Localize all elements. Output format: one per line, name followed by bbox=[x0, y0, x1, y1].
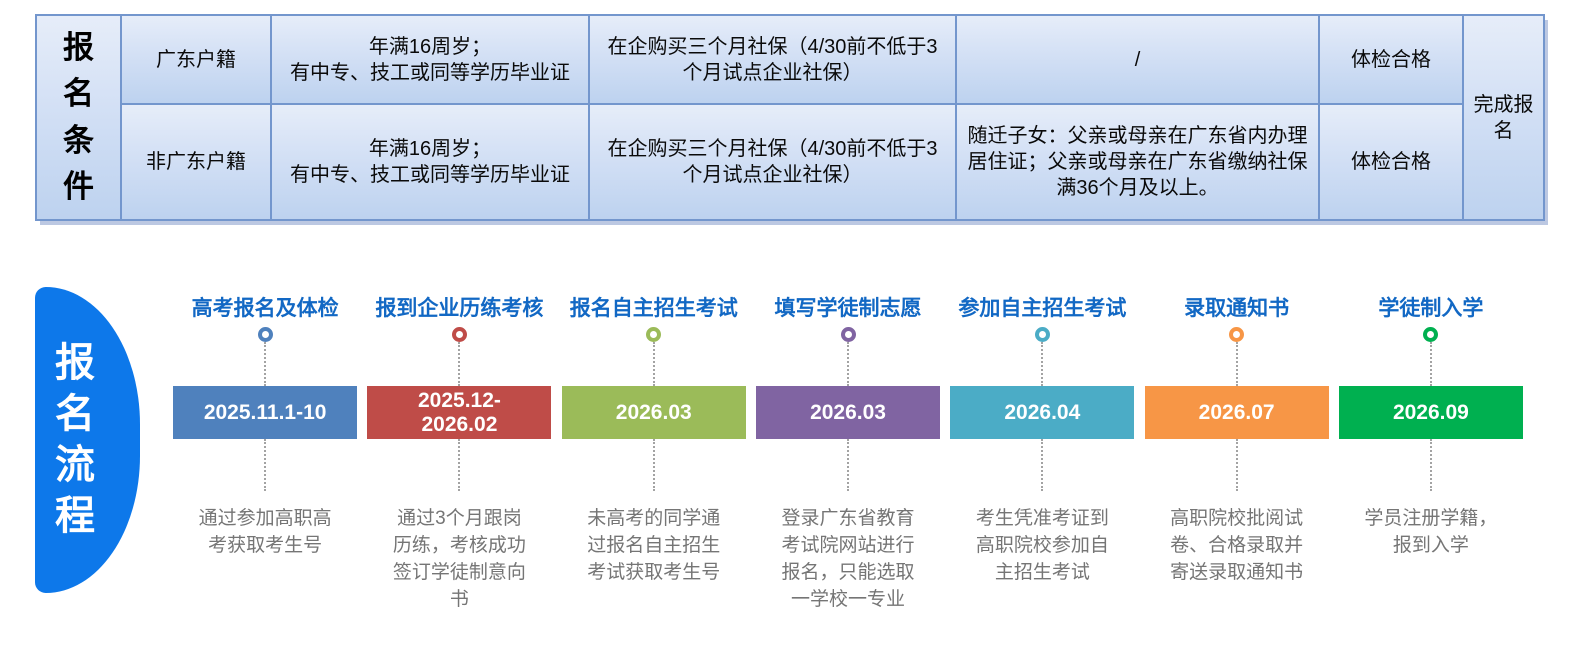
step-column: 录取通知书 2026.07 高职院校批阅试卷、合格录取并寄送录取通知书 bbox=[1139, 296, 1333, 613]
dotted-connector bbox=[652, 439, 655, 491]
date-bar: 2025.12- 2026.02 bbox=[367, 386, 552, 439]
step-title: 录取通知书 bbox=[1184, 297, 1290, 320]
table-header-label-cell: 报名条件 bbox=[35, 14, 122, 221]
step-description: 登录广东省教育考试院网站进行报名，只能选取一学校一专业 bbox=[781, 508, 915, 610]
dotted-connector bbox=[652, 342, 655, 386]
table-header-label: 报名条件 bbox=[62, 29, 94, 205]
step-title: 填写学徒制志愿 bbox=[774, 297, 922, 320]
timeline-node-icon bbox=[646, 327, 662, 342]
timeline-node-icon bbox=[1423, 327, 1439, 342]
date-bar: 2026.03 bbox=[561, 386, 746, 439]
age-education-cell: 年满16周岁； 有中专、技工或同等学历毕业证 bbox=[270, 103, 590, 221]
dotted-connector bbox=[264, 439, 267, 491]
step-column: 学徒制入学 2026.09 学员注册学籍，报到入学 bbox=[1334, 296, 1528, 613]
timeline-node-icon bbox=[1229, 327, 1245, 342]
step-description: 高职院校批阅试卷、合格录取并寄送录取通知书 bbox=[1170, 508, 1304, 583]
step-column: 参加自主招生考试 2026.04 考生凭准考证到高职院校参加自主招生考试 bbox=[945, 296, 1139, 613]
dotted-connector bbox=[458, 342, 461, 386]
timeline-node-icon bbox=[451, 327, 467, 342]
completion-cell: 完成报名 bbox=[1462, 14, 1545, 221]
step-title: 学徒制入学 bbox=[1378, 297, 1484, 320]
date-bar: 2026.09 bbox=[1338, 386, 1523, 439]
health-check-cell: 体检合格 bbox=[1318, 14, 1464, 105]
table-row: 报名条件 广东户籍 年满16周岁； 有中专、技工或同等学历毕业证 在企购买三个月… bbox=[35, 14, 1545, 221]
step-column: 填写学徒制志愿 2026.03 登录广东省教育考试院网站进行报名，只能选取一学校… bbox=[751, 296, 945, 613]
health-check-cell: 体检合格 bbox=[1318, 103, 1464, 221]
process-header-label: 报名流程 bbox=[55, 341, 95, 538]
step-title: 报名自主招生考试 bbox=[569, 297, 738, 320]
social-insurance-cell: 在企购买三个月社保（4/30前不低于3个月试点企业社保） bbox=[588, 14, 957, 105]
household-cell: 非广东户籍 bbox=[120, 103, 272, 221]
step-description: 未高考的同学通过报名自主招生考试获取考生号 bbox=[587, 508, 721, 583]
dotted-connector bbox=[1235, 439, 1238, 491]
timeline-node-icon bbox=[840, 327, 856, 342]
household-cell: 广东户籍 bbox=[120, 14, 272, 105]
date-bar: 2026.03 bbox=[756, 386, 941, 439]
dotted-connector bbox=[847, 342, 850, 386]
step-title: 参加自主招生考试 bbox=[958, 297, 1127, 320]
date-bar: 2026.04 bbox=[950, 386, 1135, 439]
dotted-connector bbox=[458, 439, 461, 491]
dotted-connector bbox=[1429, 439, 1432, 491]
extra-requirement-cell: 随迁子女：父亲或母亲在广东省内办理居住证；父亲或母亲在广东省缴纳社保满36个月及… bbox=[955, 103, 1320, 221]
step-column: 报到企业历练考核 2025.12- 2026.02 通过3个月跟岗历练，考核成功… bbox=[362, 296, 556, 613]
age-education-cell: 年满16周岁； 有中专、技工或同等学历毕业证 bbox=[270, 14, 590, 105]
step-title: 高考报名及体检 bbox=[191, 297, 339, 320]
date-bar: 2025.11.1-10 bbox=[173, 386, 358, 439]
date-bar: 2026.07 bbox=[1144, 386, 1329, 439]
process-timeline: 高考报名及体检 2025.11.1-10 通过参加高职高考获取考生号 报到企业历… bbox=[168, 296, 1533, 613]
dotted-connector bbox=[1429, 342, 1432, 386]
dotted-connector bbox=[264, 342, 267, 386]
step-description: 学员注册学籍，报到入学 bbox=[1364, 508, 1498, 556]
step-column: 报名自主招生考试 2026.03 未高考的同学通过报名自主招生考试获取考生号 bbox=[557, 296, 751, 613]
dotted-connector bbox=[1235, 342, 1238, 386]
dotted-connector bbox=[1041, 342, 1044, 386]
table-row: 非广东户籍 年满16周岁； 有中专、技工或同等学历毕业证 在企购买三个月社保（4… bbox=[36, 103, 1544, 221]
dotted-connector bbox=[1041, 439, 1044, 491]
process-header-shape: 报名流程 bbox=[35, 287, 140, 593]
step-description: 考生凭准考证到高职院校参加自主招生考试 bbox=[975, 508, 1109, 583]
extra-requirement-cell: / bbox=[955, 14, 1320, 105]
timeline-node-icon bbox=[1034, 327, 1050, 342]
step-title: 报到企业历练考核 bbox=[375, 297, 544, 320]
dotted-connector bbox=[847, 439, 850, 491]
conditions-table: 报名条件 广东户籍 年满16周岁； 有中专、技工或同等学历毕业证 在企购买三个月… bbox=[35, 14, 1545, 221]
step-description: 通过3个月跟岗历练，考核成功签订学徒制意向书 bbox=[392, 508, 526, 610]
step-description: 通过参加高职高考获取考生号 bbox=[198, 508, 332, 556]
step-column: 高考报名及体检 2025.11.1-10 通过参加高职高考获取考生号 bbox=[168, 296, 362, 613]
timeline-node-icon bbox=[257, 327, 273, 342]
social-insurance-cell: 在企购买三个月社保（4/30前不低于3个月试点企业社保） bbox=[588, 103, 957, 221]
